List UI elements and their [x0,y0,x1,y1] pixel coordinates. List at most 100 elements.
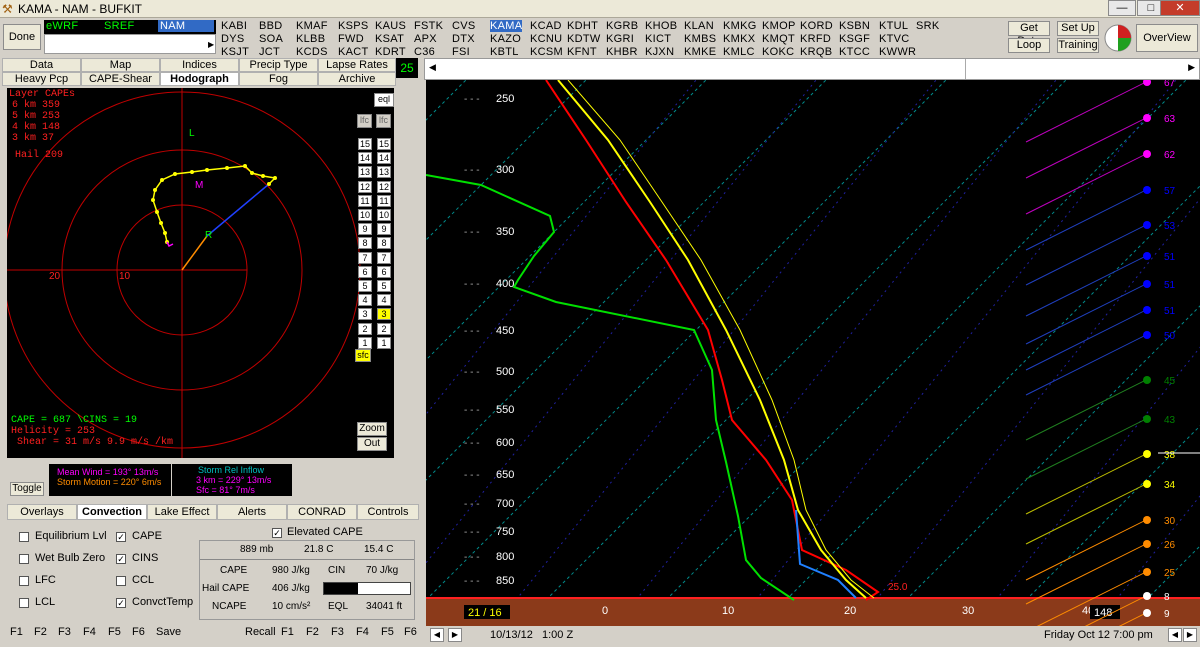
eql-button[interactable]: eql [374,93,394,107]
station-kabi[interactable]: KABI [221,20,248,32]
level-6-left-button[interactable]: 6 [358,265,372,278]
station-kbtl[interactable]: KBTL [490,46,519,58]
tab-precip-type[interactable]: Precip Type [239,58,318,72]
level-7-left-button[interactable]: 7 [358,251,372,264]
out-button[interactable]: Out [357,437,387,451]
level-8-right-button[interactable]: 8 [377,237,391,250]
tab-heavy-pcp[interactable]: Heavy Pcp [2,72,81,86]
fkey-left-f5[interactable]: F5 [108,626,121,638]
station-kact[interactable]: KACT [338,46,369,58]
station-kmqt[interactable]: KMQT [762,33,795,45]
station-krqb[interactable]: KRQB [800,46,833,58]
skewt-scrollbar[interactable]: ◀ ▶ [424,58,1200,80]
level-7-right-button[interactable]: 7 [377,251,391,264]
station-ksjt[interactable]: KSJT [221,46,250,58]
level-2-right-button[interactable]: 2 [377,322,391,335]
fkey-left-f4[interactable]: F4 [83,626,96,638]
model-sref[interactable]: SREF [104,20,135,32]
prev-time-icon[interactable]: ◀ [430,628,444,642]
level-4-right-button[interactable]: 4 [377,294,391,307]
fkey-right-f6[interactable]: F6 [404,626,417,638]
checkbox-lfc[interactable] [19,576,29,586]
overview-button[interactable]: OverView [1136,24,1198,52]
level-13-right-button[interactable]: 13 [377,166,391,179]
fkey-left-save[interactable]: Save [156,626,182,638]
level-9-left-button[interactable]: 9 [358,223,372,236]
done-button[interactable]: Done [3,24,41,50]
fkey-right-f5[interactable]: F5 [381,626,394,638]
level-13-left-button[interactable]: 13 [358,166,372,179]
station-khob[interactable]: KHOB [645,20,678,32]
station-fstk[interactable]: FSTK [414,20,444,32]
checkbox-cape[interactable]: ✓ [116,532,126,542]
toggle-button[interactable]: Toggle [10,482,44,496]
station-kcad[interactable]: KCAD [530,20,562,32]
level-11-left-button[interactable]: 11 [358,194,372,207]
station-ksat[interactable]: KSAT [375,33,405,45]
station-khbr[interactable]: KHBR [606,46,638,58]
station-ktul[interactable]: KTUL [879,20,909,32]
scroll-left-icon[interactable]: ▶ [208,40,215,49]
station-kdht[interactable]: KDHT [567,20,599,32]
checkbox-ccl[interactable] [116,576,126,586]
hodograph-panel[interactable]: 20 10 L M R Layer CAPEs 6 km 359 5 km 253 4 … [3,88,394,458]
station-kord[interactable]: KORD [800,20,833,32]
station-jct[interactable]: JCT [259,46,281,58]
tab-controls[interactable]: Controls [357,504,419,520]
station-kdrt[interactable]: KDRT [375,46,406,58]
station-srk[interactable]: SRK [916,20,940,32]
station-ksps[interactable]: KSPS [338,20,369,32]
station-ksgf[interactable]: KSGF [839,33,871,45]
checkbox-wet-bulb-zero[interactable] [19,554,29,564]
station-kdtw[interactable]: KDTW [567,33,601,45]
station-kcds[interactable]: KCDS [296,46,328,58]
model-nam[interactable]: NAM [158,20,214,32]
level-10-right-button[interactable]: 10 [377,209,391,221]
level-9-right-button[interactable]: 9 [377,223,391,236]
tab-indices[interactable]: Indices [160,58,239,72]
station-kmkg[interactable]: KMKG [723,20,757,32]
station-kmbs[interactable]: KMBS [684,33,717,45]
station-kmke[interactable]: KMKE [684,46,717,58]
level-15-left-button[interactable]: 15 [358,138,372,150]
station-fwd[interactable]: FWD [338,33,364,45]
station-c36[interactable]: C36 [414,46,436,58]
model-list[interactable] [44,34,216,54]
checkbox-elevated-cape[interactable]: ✓ [272,528,282,538]
fkey-left-f6[interactable]: F6 [132,626,145,638]
checkbox-equilibrium-lvl[interactable] [19,532,29,542]
get-data-button[interactable]: Get Data [1008,21,1050,47]
fkey-right-f3[interactable]: F3 [331,626,344,638]
tab-lapse-rates[interactable]: Lapse Rates [318,58,396,72]
level-15-right-button[interactable]: 15 [377,138,391,150]
station-ktcc[interactable]: KTCC [839,46,871,58]
fkey-left-f1[interactable]: F1 [10,626,23,638]
station-kmop[interactable]: KMOP [762,20,796,32]
station-ksbn[interactable]: KSBN [839,20,871,32]
next-time-icon[interactable]: ▶ [448,628,462,642]
level-5-right-button[interactable]: 5 [377,280,391,292]
station-kmlc[interactable]: KMLC [723,46,755,58]
level-1-left-button[interactable]: 1 [358,336,372,349]
station-klan[interactable]: KLAN [684,20,714,32]
station-kazo[interactable]: KAZO [490,33,522,45]
fkey-left-f3[interactable]: F3 [58,626,71,638]
level-1-right-button[interactable]: 1 [377,336,391,349]
station-bbd[interactable]: BBD [259,20,283,32]
level-14-right-button[interactable]: 14 [377,152,391,165]
station-kict[interactable]: KICT [645,33,672,45]
tab-fog[interactable]: Fog [239,72,318,86]
level-3-right-button[interactable]: 3 [377,308,391,321]
zoom-button[interactable]: Zoom [357,422,387,436]
station-fsi[interactable]: FSI [452,46,471,58]
level-11-right-button[interactable]: 11 [377,194,391,207]
fkey-left-f2[interactable]: F2 [34,626,47,638]
fkey-right-f2[interactable]: F2 [306,626,319,638]
minimize-button[interactable]: — [1108,0,1136,16]
tab-map[interactable]: Map [81,58,160,72]
tab-archive[interactable]: Archive [318,72,396,86]
model-ewrf[interactable]: eWRF [46,20,79,32]
station-apx[interactable]: APX [414,33,437,45]
level-10-left-button[interactable]: 10 [358,209,372,221]
station-dys[interactable]: DYS [221,33,245,45]
